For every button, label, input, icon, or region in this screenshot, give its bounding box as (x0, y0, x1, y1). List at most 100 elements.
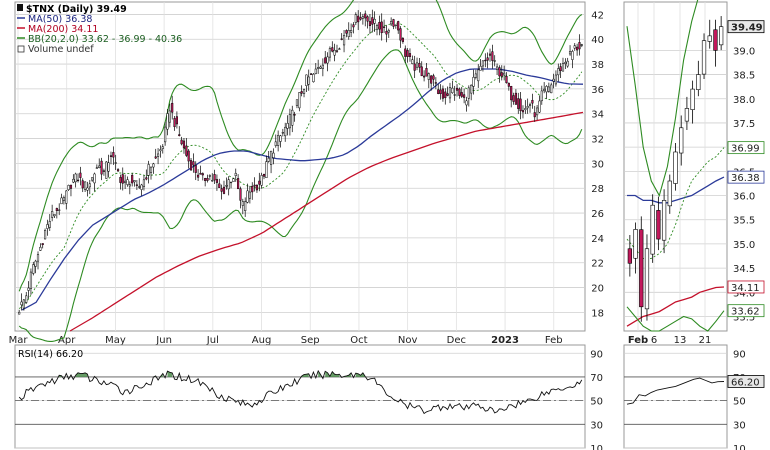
main-candle (305, 74, 308, 87)
zoom-bb-lower (626, 306, 725, 332)
zoom-candle (673, 151, 678, 184)
main-candle (307, 76, 310, 85)
main-candle (568, 51, 572, 55)
main-candle (333, 49, 336, 56)
main-candle (340, 38, 343, 40)
zoom-rsi-tag-text: 66.20 (731, 377, 760, 388)
main-candle (107, 162, 110, 172)
ma50-series (21, 68, 584, 311)
main-candle (566, 60, 569, 67)
main-candle (526, 106, 529, 109)
rsi-y-tick-label: 50 (590, 397, 603, 408)
zoom-candles (627, 16, 724, 322)
main-candle (536, 107, 539, 116)
main-candle (147, 164, 150, 176)
main-candle (350, 30, 353, 33)
main-candle (173, 118, 176, 128)
main-y-tick-label: 22 (591, 259, 604, 270)
main-candle (519, 98, 522, 112)
main-candle (493, 60, 496, 62)
zoom-rsi-y-tick-label: 30 (733, 420, 746, 431)
main-candle (171, 102, 174, 113)
main-candle (140, 184, 143, 190)
main-candle (380, 21, 383, 34)
main-candle (178, 134, 181, 137)
main-x-tick-label: Nov (398, 335, 418, 346)
main-candle (338, 48, 341, 50)
main-candle (112, 152, 115, 158)
main-candle (368, 21, 372, 26)
main-candle (267, 157, 270, 162)
main-candle (298, 92, 301, 109)
main-candle (262, 173, 266, 177)
zoom-y-tick-label: 34.5 (733, 264, 755, 275)
main-candle (159, 149, 162, 152)
zoom-y-tick-label: 38.5 (733, 71, 755, 82)
main-candle (564, 61, 567, 64)
main-candle (213, 174, 216, 181)
main-candle (46, 224, 49, 229)
rsi-overbought-fill (75, 372, 88, 377)
main-candle (352, 24, 355, 28)
rsi-y-tick-label: 90 (590, 349, 603, 360)
main-candle (521, 110, 525, 113)
zoom-rsi-y-tick-label: 50 (733, 397, 746, 408)
zoom-value-tag-text: 39.49 (731, 23, 763, 34)
main-candle (439, 89, 442, 94)
main-candle (474, 73, 477, 78)
main-price-panel: 18 20 22 24 26 28 30 32 34 36 38 40 42 Mar Apr May Jun J… (9, 0, 604, 448)
main-candle (251, 185, 254, 193)
zoom-ma200-series (626, 286, 725, 327)
main-candle (156, 153, 160, 157)
main-x-tick-label: Mar (9, 335, 29, 346)
main-candle (540, 90, 543, 102)
main-candle (432, 75, 435, 80)
main-candle (545, 86, 548, 93)
main-x-tick-label: Jun (155, 335, 172, 346)
main-candle (364, 13, 367, 19)
main-candle (239, 188, 242, 201)
main-y-tick-label: 18 (591, 308, 604, 319)
main-candle (552, 78, 555, 82)
main-candle (571, 51, 574, 60)
main-rsi-frame (14, 344, 586, 449)
main-candle (166, 113, 169, 130)
zoom-rsi-y-tick-label: 90 (733, 349, 746, 360)
main-candle (206, 177, 209, 181)
main-candle (357, 15, 360, 23)
main-candle (448, 87, 452, 99)
main-candle (48, 221, 51, 228)
main-candle (328, 48, 332, 58)
main-y-tick-label: 36 (591, 85, 604, 96)
zoom-price-panel: 33.534.034.535.035.536.036.537.037.538.0… (623, 0, 765, 346)
main-candle (302, 89, 306, 94)
main-candle (345, 30, 348, 34)
main-candle (164, 126, 167, 143)
main-candle (559, 66, 562, 72)
zoom-x-tick-label: Feb (628, 335, 648, 346)
main-candle (470, 84, 473, 94)
main-candle (60, 197, 63, 205)
zoom-value-tag-box (727, 170, 765, 184)
zoom-value-tag-box (727, 20, 765, 34)
rsi-series (18, 369, 583, 415)
main-candle (547, 86, 550, 92)
main-candle (543, 88, 546, 92)
main-candle (310, 73, 313, 75)
main-candle (105, 161, 108, 179)
main-candle (135, 184, 138, 186)
zoom-value-tag-text: 36.38 (731, 173, 760, 184)
rsi-y-tick-label: 70 (590, 373, 603, 384)
main-candle (277, 135, 280, 146)
main-candle (378, 22, 381, 30)
main-candle (241, 201, 244, 206)
main-y-tick-label: 38 (591, 60, 604, 71)
main-candle (458, 88, 461, 96)
main-candle (145, 177, 148, 180)
main-candle (204, 178, 207, 181)
main-candle (29, 271, 33, 289)
main-candle (269, 150, 273, 165)
main-candle (524, 108, 527, 111)
zoom-rsi-gridlines (624, 352, 727, 449)
